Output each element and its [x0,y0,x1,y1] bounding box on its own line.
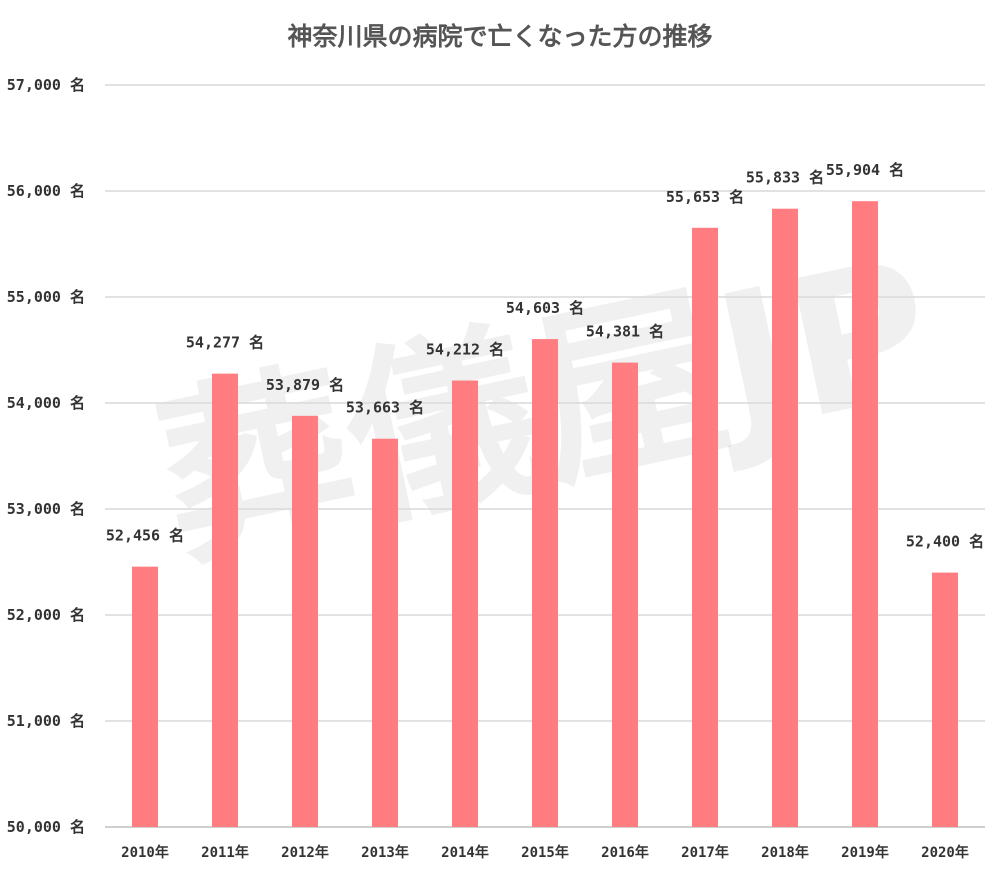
bars [132,201,958,828]
bar-2019年 [852,201,878,827]
y-tick-label: 51,000 名 [7,712,85,730]
x-tick-label: 2011年 [201,844,249,861]
x-tick-label: 2018年 [761,844,809,861]
data-label: 52,400 名 [906,533,984,551]
chart-title: 神奈川県の病院で亡くなった方の推移 [287,22,712,51]
bar-2011年 [212,373,238,827]
bar-2014年 [452,380,478,827]
y-tick-label: 56,000 名 [7,182,85,200]
data-label: 54,603 名 [506,299,584,317]
y-tick-label: 53,000 名 [7,500,85,518]
bar-2020年 [932,572,958,827]
bar-2012年 [292,415,318,827]
data-label: 52,456 名 [106,527,184,545]
data-label: 55,904 名 [826,161,904,179]
y-tick-label: 55,000 名 [7,288,85,306]
bar-2013年 [372,438,398,827]
x-tick-label: 2012年 [281,844,329,861]
data-label: 53,879 名 [266,376,344,394]
x-tick-label: 2019年 [841,844,889,861]
x-tick-label: 2016年 [601,844,649,861]
data-label: 54,381 名 [586,323,664,341]
data-label: 54,277 名 [186,334,264,352]
bar-2018年 [772,208,798,827]
x-tick-label: 2017年 [681,844,729,861]
x-tick-label: 2010年 [121,844,169,861]
data-labels: 52,456 名 54,277 名 53,879 名53,663 名 54,212 名… [106,161,984,550]
data-label: 55,653 名 [666,188,744,206]
x-tick-label: 2015年 [521,844,569,861]
data-label: 54,212 名 [426,341,504,359]
data-label: 53,663 名 [346,399,424,417]
bar-2016年 [612,362,638,827]
x-tick-label: 2014年 [441,844,489,861]
y-tick-label: 57,000 名 [7,76,85,94]
x-tick-label: 2013年 [361,844,409,861]
bar-2017年 [692,227,718,828]
y-tick-label: 54,000 名 [7,394,85,412]
bar-2015年 [532,339,558,827]
x-tick-label: 2020年 [921,844,969,861]
y-tick-label: 52,000 名 [7,606,85,624]
y-axis-ticks: 50,000 名 51,000 名 52,000 名 53,000 名 54,000 名… [7,76,85,836]
bar-2010年 [132,566,158,827]
x-axis-ticks: 2010年 2011年 2012年 2013年 2014年 2015年 2016年 2017年… [121,844,969,861]
data-label: 55,833 名 [746,169,824,187]
y-tick-label: 50,000 名 [7,818,85,836]
